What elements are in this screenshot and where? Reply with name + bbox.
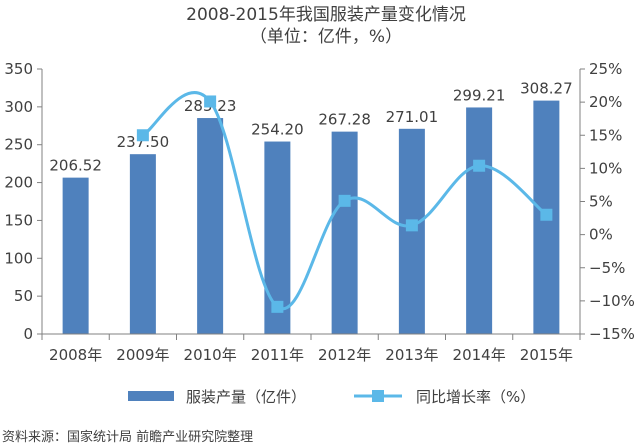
x-tick-label: 2009年 bbox=[116, 346, 169, 364]
line-point-marker bbox=[540, 208, 553, 221]
y-right-tick-label: 10% bbox=[589, 159, 622, 177]
line-point-marker bbox=[405, 219, 418, 232]
bar-data-label: 271.01 bbox=[386, 108, 439, 126]
legend-line-label: 同比增长率（%） bbox=[416, 388, 535, 406]
y-right-tick-label: 5% bbox=[589, 193, 613, 211]
legend-bar-swatch bbox=[128, 391, 174, 401]
x-tick-label: 2012年 bbox=[318, 346, 371, 364]
bar bbox=[466, 107, 493, 334]
y-left-tick-label: 350 bbox=[4, 60, 33, 78]
axes-group: 0 50 100 150 200 250 300 350 −15% −10% −5% 0% 5% 10% 1… bbox=[4, 60, 635, 364]
legend-bar-label: 服装产量（亿件） bbox=[186, 388, 306, 406]
bar-label-group: 206.52237.50285.23254.20267.28271.01299.… bbox=[49, 80, 572, 175]
y-left-tick-label: 300 bbox=[4, 98, 33, 116]
bar-data-label: 206.52 bbox=[49, 157, 102, 175]
bar-group bbox=[62, 100, 560, 334]
source-note: 资料来源：国家统计局 前瞻产业研究院整理 bbox=[2, 429, 253, 445]
bar bbox=[62, 177, 89, 334]
y-left-tick-label: 200 bbox=[4, 174, 33, 192]
chart-title: 2008-2015年我国服装产量变化情况 bbox=[186, 5, 466, 25]
bar bbox=[129, 154, 156, 334]
y-right-tick-label: −15% bbox=[589, 325, 635, 343]
y-right-tick-label: 20% bbox=[589, 93, 622, 111]
bar-data-label: 267.28 bbox=[318, 111, 371, 129]
y-left-tick-label: 100 bbox=[4, 249, 33, 267]
x-tick-label: 2014年 bbox=[453, 346, 506, 364]
y-left-tick-label: 250 bbox=[4, 136, 33, 154]
y-left-tick-label: 50 bbox=[14, 287, 33, 305]
y-right-tick-label: 0% bbox=[589, 226, 613, 244]
legend: 服装产量（亿件） 同比增长率（%） bbox=[128, 388, 535, 406]
y-right-tick-label: 15% bbox=[589, 126, 622, 144]
line-point-marker bbox=[473, 159, 486, 172]
bar-data-label: 254.20 bbox=[251, 121, 304, 139]
bar bbox=[398, 128, 425, 334]
bar-data-label: 308.27 bbox=[520, 80, 573, 98]
line-point-marker bbox=[136, 129, 149, 142]
line-point-marker bbox=[204, 95, 217, 108]
line-group bbox=[136, 91, 553, 313]
y-right-tick-label: −5% bbox=[589, 259, 625, 277]
line-point-marker bbox=[271, 300, 284, 313]
chart-subtitle: （单位：亿件，%） bbox=[250, 27, 402, 47]
bar-data-label: 299.21 bbox=[453, 86, 506, 104]
x-tick-label: 2011年 bbox=[251, 346, 304, 364]
y-left-tick-label: 0 bbox=[23, 325, 33, 343]
x-tick-label: 2015年 bbox=[520, 346, 573, 364]
bar bbox=[331, 131, 358, 334]
bar bbox=[197, 118, 224, 334]
x-tick-label: 2008年 bbox=[49, 346, 102, 364]
y-right-tick-label: −10% bbox=[589, 292, 635, 310]
y-right-tick-label: 25% bbox=[589, 60, 622, 78]
x-tick-label: 2010年 bbox=[184, 346, 237, 364]
line-point-marker bbox=[338, 194, 351, 207]
bar-data-label: 237.50 bbox=[117, 133, 170, 151]
legend-line-marker bbox=[372, 390, 384, 402]
x-tick-label: 2013年 bbox=[385, 346, 438, 364]
y-left-tick-label: 150 bbox=[4, 211, 33, 229]
